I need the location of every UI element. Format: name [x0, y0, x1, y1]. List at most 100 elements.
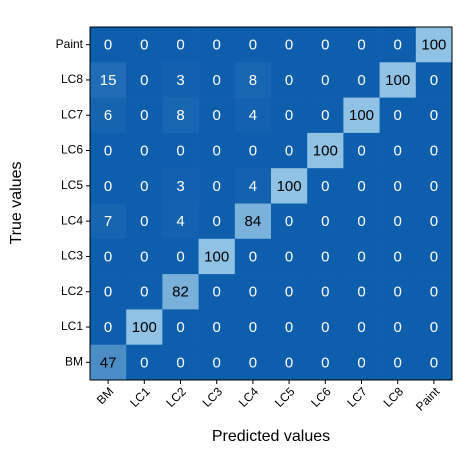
heatmap-cell: [90, 168, 127, 204]
heatmap-cell: [90, 344, 127, 381]
cell-value: 100: [132, 319, 157, 336]
plot-frame: [89, 26, 453, 381]
heatmap-cell: [379, 132, 417, 169]
heatmap-cell: [379, 203, 417, 240]
cell-value: 0: [321, 72, 329, 89]
heatmap-cell: [415, 203, 453, 240]
cell-value: 3: [176, 178, 184, 195]
heatmap-cell: [271, 274, 308, 310]
cell-value: 0: [321, 248, 329, 265]
cell-value: 0: [357, 72, 365, 89]
cell-value: 0: [104, 319, 112, 336]
heatmap-cell: [343, 274, 380, 310]
heatmap-cell: [307, 274, 344, 310]
cell-value: 0: [140, 37, 148, 54]
heatmap-cell: [415, 274, 453, 310]
cell-value: 0: [104, 37, 112, 54]
heatmap-cell: [162, 274, 199, 310]
heatmap-cell: [307, 132, 344, 169]
heatmap-cell: [307, 203, 344, 240]
cell-value: 0: [213, 143, 221, 160]
cell-value: 0: [249, 319, 257, 336]
cell-value: 0: [430, 143, 438, 160]
cell-value: 0: [394, 143, 402, 160]
cell-value: 0: [285, 354, 293, 371]
heatmap-cell: [271, 132, 308, 169]
heatmap-cell: [198, 97, 236, 134]
heatmap-cell: [415, 309, 453, 345]
heatmap-cell: [379, 97, 417, 134]
cell-value: 8: [176, 107, 184, 124]
heatmap-cell: [271, 168, 308, 204]
cell-value: 0: [285, 72, 293, 89]
cell-value: 82: [172, 284, 189, 301]
heatmap-cell: [234, 309, 272, 345]
cell-value: 0: [140, 107, 148, 124]
y-tick-label: LC4: [61, 213, 83, 227]
heatmap-cell: [162, 238, 199, 275]
cell-value: 47: [100, 354, 117, 371]
cell-value: 0: [249, 143, 257, 160]
cell-value: 100: [349, 107, 374, 124]
cell-value: 100: [313, 143, 338, 160]
heatmap-cell: [90, 309, 127, 345]
heatmap-cell: [126, 27, 163, 63]
heatmap-cell: [379, 168, 417, 204]
cell-value: 0: [357, 178, 365, 195]
heatmap-cell: [90, 132, 127, 169]
cell-value: 0: [213, 178, 221, 195]
y-tick-label: LC8: [61, 72, 83, 86]
heatmap-cell: [234, 97, 272, 134]
heatmap-cell: [379, 238, 417, 275]
cell-value: 0: [104, 284, 112, 301]
y-tick-label: Paint: [56, 37, 84, 51]
heatmap-cell: [162, 344, 199, 381]
cell-value: 0: [321, 319, 329, 336]
cell-value: 0: [249, 284, 257, 301]
heatmap-cell: [90, 238, 127, 275]
heatmap-cell: [126, 132, 163, 169]
heatmap-cell: [271, 97, 308, 134]
cell-value: 0: [394, 319, 402, 336]
cell-value: 0: [140, 143, 148, 160]
cell-value: 0: [357, 319, 365, 336]
heatmap-cell: [415, 62, 453, 98]
heatmap-cell: [307, 168, 344, 204]
heatmap-cell: [126, 97, 163, 134]
heatmap-cell: [379, 27, 417, 63]
heatmap-cell: [415, 27, 453, 63]
heatmap-cell: [343, 168, 380, 204]
cell-value: 100: [277, 178, 302, 195]
heatmap-cell: [126, 203, 163, 240]
cell-value: 0: [140, 72, 148, 89]
heatmap-cell: [198, 274, 236, 310]
heatmap-cell: [198, 344, 236, 381]
heatmap-cell: [162, 62, 199, 98]
cell-value: 0: [321, 284, 329, 301]
heatmap-cell: [343, 62, 380, 98]
cell-value: 0: [213, 37, 221, 54]
cell-value: 0: [357, 213, 365, 230]
x-tick-label: LC6: [308, 384, 334, 410]
heatmap-cell: [234, 203, 272, 240]
x-tick-label: LC4: [236, 384, 262, 410]
cell-value: 0: [430, 354, 438, 371]
heatmap-cell: [162, 168, 199, 204]
cell-value: 0: [285, 107, 293, 124]
cell-value: 0: [213, 319, 221, 336]
heatmap-cell: [271, 203, 308, 240]
heatmap-cell: [198, 27, 236, 63]
cell-value: 0: [321, 178, 329, 195]
heatmap-cell: [198, 168, 236, 204]
heatmap-cell: [90, 274, 127, 310]
cell-value: 0: [430, 178, 438, 195]
x-tick-label: LC2: [163, 384, 189, 410]
cell-value: 0: [176, 248, 184, 265]
heatmap-cell: [90, 97, 127, 134]
cell-value: 0: [321, 354, 329, 371]
heatmap-cell: [234, 238, 272, 275]
cell-value: 0: [430, 248, 438, 265]
cell-value: 3: [176, 72, 184, 89]
